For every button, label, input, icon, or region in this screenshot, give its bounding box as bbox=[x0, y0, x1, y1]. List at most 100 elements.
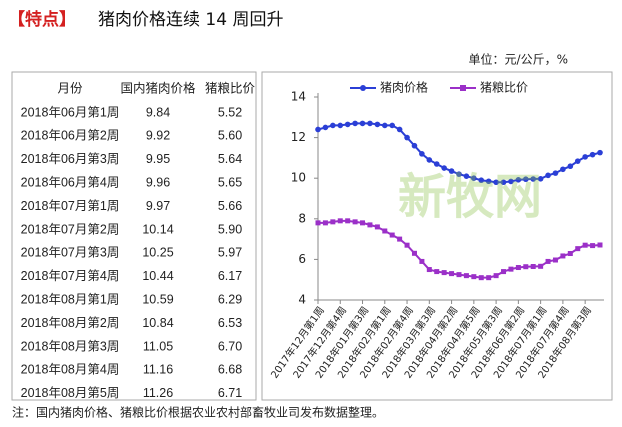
marker bbox=[315, 220, 321, 226]
table-cell: 9.92 bbox=[146, 129, 170, 143]
marker bbox=[411, 142, 418, 149]
title: 猪肉价格连续 14 周回升 bbox=[98, 10, 283, 30]
marker bbox=[404, 134, 410, 141]
table-cell: 2018年08月第2周 bbox=[21, 316, 120, 330]
table-cell: 6.70 bbox=[218, 339, 242, 353]
marker bbox=[478, 177, 485, 184]
marker bbox=[382, 228, 388, 234]
table-cell: 11.16 bbox=[143, 363, 173, 377]
marker bbox=[367, 222, 373, 228]
table-cell: 2018年07月第2周 bbox=[21, 222, 120, 236]
marker bbox=[560, 253, 566, 259]
legend-label: 猪肉价格 bbox=[380, 80, 428, 95]
table-cell: 2018年06月第1周 bbox=[21, 105, 120, 119]
table-cell: 2018年06月第2周 bbox=[21, 129, 120, 143]
table-cell: 2018年08月第1周 bbox=[21, 292, 120, 306]
marker bbox=[449, 271, 455, 277]
marker bbox=[501, 269, 507, 275]
table-header: 猪粮比价 bbox=[205, 80, 256, 95]
table: 月份 国内猪肉价格 猪粮比价 2018年06月第1周 9.84 5.52 2018年06月第… bbox=[21, 80, 256, 400]
y-tick-label: 8 bbox=[298, 211, 306, 225]
marker bbox=[456, 171, 462, 177]
table-cell: 2018年06月第4周 bbox=[21, 175, 120, 189]
marker bbox=[419, 151, 425, 157]
marker bbox=[374, 224, 380, 230]
table-cell: 10.59 bbox=[142, 292, 173, 306]
chart: 4681012142017年12月第1周2017年12月第4周2018年01月第… bbox=[268, 80, 604, 381]
marker bbox=[396, 126, 403, 133]
marker bbox=[337, 218, 343, 224]
footnote: 注：国内猪肉价格、猪粮比价根据农业农村部畜牧业司发布数据整理。 bbox=[12, 405, 384, 420]
table-cell: 5.97 bbox=[218, 246, 242, 260]
marker bbox=[352, 120, 358, 127]
table-cell: 5.52 bbox=[218, 105, 242, 119]
marker bbox=[352, 219, 358, 225]
table-cell: 5.64 bbox=[218, 152, 242, 166]
marker bbox=[493, 179, 499, 186]
y-tick-label: 14 bbox=[291, 90, 306, 104]
marker bbox=[448, 168, 455, 174]
marker bbox=[463, 273, 469, 279]
table-cell: 6.53 bbox=[218, 316, 242, 330]
table-cell: 5.60 bbox=[218, 129, 242, 143]
marker bbox=[411, 250, 417, 256]
marker bbox=[545, 258, 551, 264]
marker bbox=[493, 273, 499, 279]
marker bbox=[530, 176, 537, 182]
table-cell: 2018年08月第5周 bbox=[21, 386, 120, 400]
table-cell: 2018年07月第3周 bbox=[21, 246, 120, 260]
marker bbox=[426, 157, 433, 163]
line bbox=[318, 219, 601, 279]
marker bbox=[404, 242, 410, 248]
table-cell: 2018年07月第4周 bbox=[21, 269, 120, 283]
marker bbox=[538, 263, 544, 269]
marker bbox=[359, 120, 366, 127]
table-cell: 6.29 bbox=[218, 292, 242, 306]
marker bbox=[471, 175, 477, 181]
table-cell: 9.97 bbox=[146, 199, 170, 213]
marker bbox=[330, 219, 336, 225]
table-cell: 5.66 bbox=[218, 199, 242, 213]
chart-frame bbox=[261, 71, 613, 401]
marker bbox=[315, 126, 321, 133]
marker bbox=[367, 120, 373, 127]
table-cell: 6.68 bbox=[218, 363, 242, 377]
y-tick-label: 10 bbox=[291, 171, 306, 185]
table-frame bbox=[11, 71, 257, 401]
marker bbox=[508, 266, 514, 272]
marker bbox=[389, 232, 395, 238]
table-cell: 9.84 bbox=[146, 105, 170, 119]
table-cell: 6.71 bbox=[218, 386, 242, 400]
marker bbox=[441, 165, 447, 171]
marker bbox=[397, 236, 403, 242]
table-cell: 2018年06月第3周 bbox=[21, 152, 120, 166]
marker bbox=[485, 178, 492, 185]
marker bbox=[582, 154, 588, 160]
marker bbox=[530, 264, 536, 270]
table-cell: 11.05 bbox=[143, 339, 173, 353]
legend-marker bbox=[360, 85, 366, 91]
marker bbox=[374, 121, 381, 128]
table-header: 国内猪肉价格 bbox=[120, 80, 196, 95]
marker bbox=[567, 163, 574, 170]
watermark: 新牧网 bbox=[398, 169, 542, 225]
legend-marker bbox=[460, 85, 466, 91]
marker bbox=[478, 275, 484, 281]
table-cell: 9.96 bbox=[146, 175, 170, 189]
marker bbox=[360, 220, 366, 226]
marker bbox=[456, 272, 462, 278]
marker bbox=[419, 258, 425, 264]
marker bbox=[537, 176, 544, 182]
table-cell: 10.44 bbox=[142, 269, 173, 283]
marker bbox=[597, 242, 603, 248]
marker bbox=[552, 257, 558, 263]
marker bbox=[574, 158, 581, 164]
marker bbox=[500, 179, 507, 186]
marker bbox=[433, 161, 440, 167]
marker bbox=[590, 243, 596, 249]
marker bbox=[567, 251, 573, 257]
marker bbox=[441, 270, 447, 276]
marker bbox=[426, 267, 432, 273]
marker bbox=[515, 177, 522, 183]
